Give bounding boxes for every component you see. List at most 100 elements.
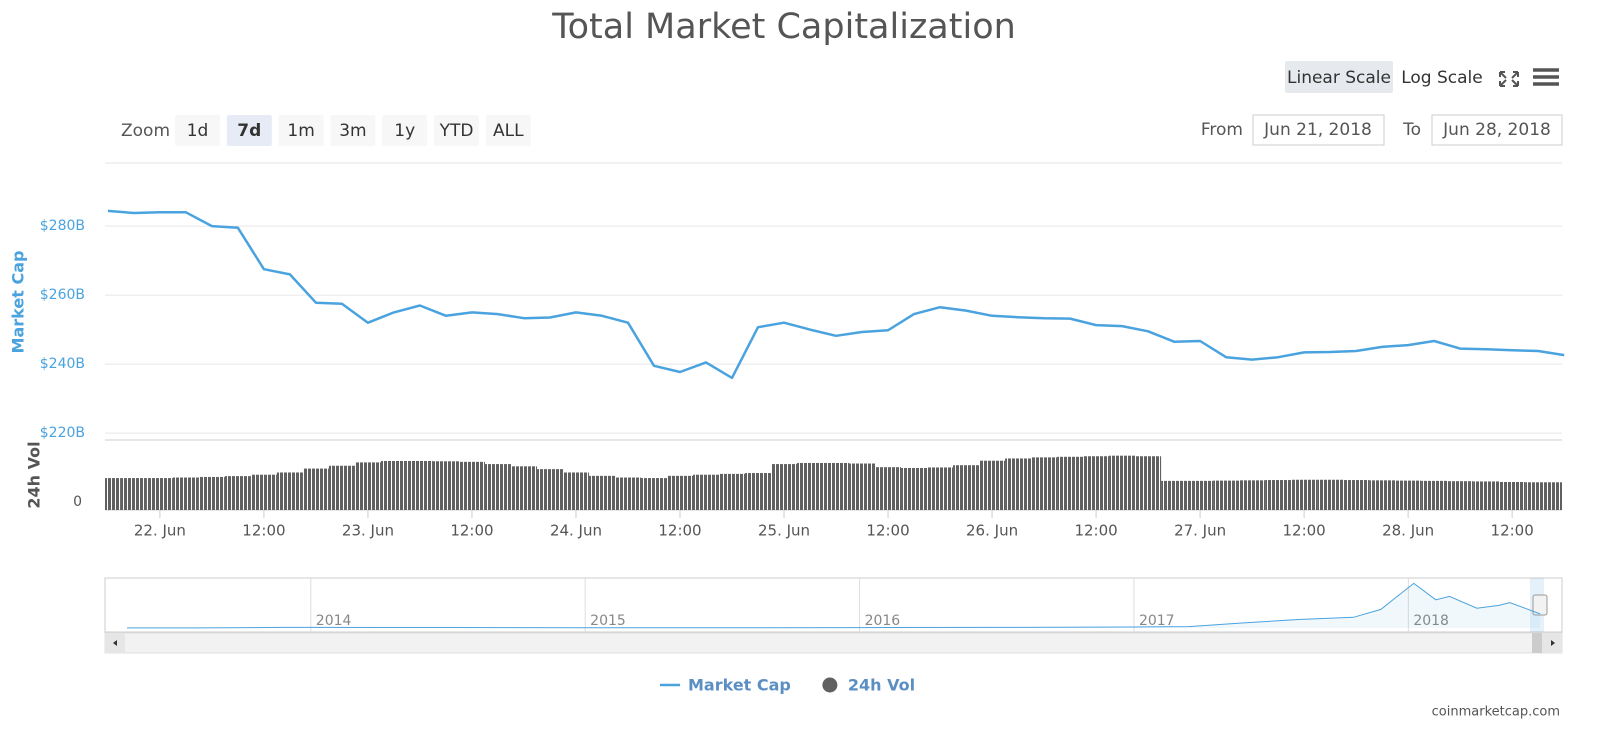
volume-bar <box>406 461 433 510</box>
navigator-area <box>127 583 1540 628</box>
volume-bar <box>562 472 589 510</box>
volume-bar <box>276 472 303 510</box>
to-label: To <box>1402 120 1421 140</box>
zoom-button-label[interactable]: 1y <box>394 121 415 141</box>
volume-bar <box>146 478 173 510</box>
navigator-handle[interactable] <box>1532 594 1548 616</box>
zoom-button-label[interactable]: ALL <box>493 121 524 141</box>
from-date[interactable]: Jun 21, 2018 <box>1263 120 1372 140</box>
volume-bar <box>432 461 459 510</box>
legend-symbol[interactable] <box>822 677 838 693</box>
scrollbar-thumb[interactable] <box>1532 633 1542 653</box>
volume-bar <box>771 464 798 510</box>
zoom-button-label[interactable]: 1d <box>187 121 209 141</box>
x-tick-label: 12:00 <box>1283 522 1326 540</box>
volume-bar <box>1343 480 1370 510</box>
volume-bar <box>172 477 199 510</box>
volume-bar <box>979 460 1006 510</box>
volume-bar <box>1525 482 1552 510</box>
to-date[interactable]: Jun 28, 2018 <box>1442 120 1551 140</box>
menu-icon[interactable] <box>1533 68 1559 86</box>
volume-bar <box>719 473 746 510</box>
volume-bar <box>380 461 407 510</box>
zoom-button[interactable] <box>382 115 428 146</box>
volume-bar <box>484 464 511 510</box>
navigator-tick-label: 2016 <box>865 613 901 629</box>
credit[interactable]: coinmarketcap.com <box>1432 705 1560 720</box>
from-input[interactable] <box>1252 114 1385 146</box>
volume-bar <box>666 475 694 510</box>
to-input[interactable] <box>1431 114 1563 146</box>
volume-bar <box>1499 482 1526 510</box>
x-tick-label: 22. Jun <box>134 522 186 540</box>
x-tick-label: 12:00 <box>1074 522 1117 540</box>
y-tick-label: $220B <box>40 425 85 441</box>
volume-bar <box>927 467 954 510</box>
volume-bar <box>354 462 381 510</box>
y-axis-title: Market Cap <box>9 251 28 354</box>
volume-bar <box>640 478 667 510</box>
navigator-frame <box>104 577 1563 633</box>
zoom-button-label[interactable]: YTD <box>439 121 474 141</box>
scrollbar-right-arrow <box>1551 640 1555 646</box>
volume-bar <box>849 463 876 510</box>
volume-bar <box>1135 456 1162 510</box>
navigator-tick-label: 2017 <box>1139 613 1175 629</box>
x-tick-label: 26. Jun <box>966 522 1018 540</box>
x-tick-label: 24. Jun <box>550 522 602 540</box>
volume-bar <box>1473 481 1500 510</box>
volume-bar <box>1057 456 1084 510</box>
legend-label[interactable]: Market Cap <box>688 676 791 695</box>
volume-bar <box>1447 481 1474 510</box>
x-tick-label: 12:00 <box>658 522 701 540</box>
volume-bar <box>1369 480 1396 510</box>
volume-bar <box>1317 479 1344 510</box>
zoom-button-label[interactable]: 7d <box>237 121 261 141</box>
zoom-button[interactable] <box>330 115 376 146</box>
scale-button-label[interactable]: Linear Scale <box>1287 68 1391 88</box>
volume-bar <box>328 465 355 510</box>
fullscreen-icon[interactable] <box>1499 71 1519 87</box>
volume-bar <box>797 462 824 510</box>
chart-title: Total Market Capitalization <box>551 7 1016 47</box>
volume-bar <box>1239 480 1266 510</box>
volume-bar <box>588 475 615 510</box>
volume-bar <box>510 466 537 510</box>
navigator-tick-label: 2018 <box>1413 613 1449 629</box>
volume-bar <box>1395 480 1422 510</box>
zoom-button[interactable] <box>434 115 479 146</box>
x-tick-label: 28. Jun <box>1382 522 1434 540</box>
x-tick-label: 12:00 <box>866 522 909 540</box>
volume-bar <box>1083 456 1110 510</box>
volume-bar <box>1109 455 1136 510</box>
volume-bar <box>120 478 147 510</box>
zoom-button[interactable] <box>175 115 220 146</box>
zoom-button[interactable] <box>278 115 324 146</box>
volume-bar <box>458 461 485 510</box>
x-tick-label: 25. Jun <box>758 522 810 540</box>
legend-label[interactable]: 24h Vol <box>848 676 915 695</box>
zoom-button[interactable] <box>226 115 272 146</box>
volume-bar <box>1551 482 1562 510</box>
navigator-line <box>127 582 1541 629</box>
x-tick-label: 12:00 <box>242 522 285 540</box>
zoom-button-label[interactable]: 3m <box>339 121 366 141</box>
volume-bar <box>198 476 225 510</box>
navigator-tick-label: 2015 <box>590 613 626 629</box>
y2-axis-title: 24h Vol <box>25 441 44 508</box>
x-tick-label: 12:00 <box>450 522 493 540</box>
y-tick-label: $240B <box>40 356 85 372</box>
scale-button-label[interactable]: Log Scale <box>1401 68 1483 88</box>
scrollbar-track[interactable] <box>104 632 1563 654</box>
volume-bar <box>1213 480 1240 510</box>
volume-bar <box>1265 480 1292 510</box>
zoom-button[interactable] <box>485 115 531 146</box>
scrollbar-left-arrow <box>113 640 117 646</box>
y-tick-label: $260B <box>40 287 85 303</box>
volume-bar <box>1421 480 1448 510</box>
zoom-button-label[interactable]: 1m <box>287 121 314 141</box>
scale-button[interactable] <box>1285 61 1393 93</box>
y2-tick-label: 0 <box>73 494 82 510</box>
